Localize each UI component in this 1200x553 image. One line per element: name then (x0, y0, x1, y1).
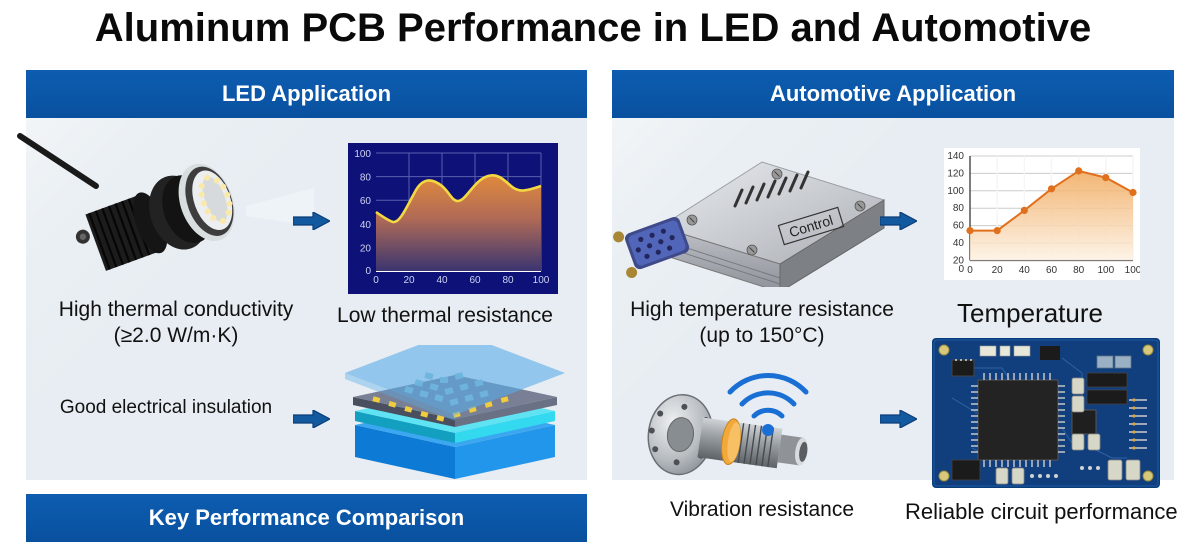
svg-text:100: 100 (1125, 265, 1140, 276)
svg-text:120: 120 (947, 168, 964, 179)
svg-text:40: 40 (1019, 265, 1031, 276)
svg-text:40: 40 (360, 220, 372, 231)
svg-text:100: 100 (533, 275, 550, 286)
svg-text:100: 100 (354, 149, 371, 160)
svg-text:60: 60 (469, 275, 481, 286)
svg-text:0: 0 (365, 266, 371, 277)
svg-text:80: 80 (953, 203, 965, 214)
svg-text:20: 20 (360, 243, 372, 254)
svg-text:0: 0 (967, 265, 973, 276)
svg-text:100: 100 (947, 186, 964, 197)
svg-text:20: 20 (403, 275, 415, 286)
svg-text:20: 20 (992, 265, 1004, 276)
svg-text:40: 40 (436, 275, 448, 286)
svg-text:60: 60 (1046, 265, 1058, 276)
svg-text:60: 60 (360, 196, 372, 207)
svg-text:80: 80 (1073, 265, 1085, 276)
svg-text:0: 0 (958, 264, 964, 275)
svg-text:40: 40 (953, 238, 965, 249)
svg-text:80: 80 (360, 173, 372, 184)
svg-text:100: 100 (1097, 265, 1114, 276)
svg-text:140: 140 (947, 151, 964, 162)
svg-text:0: 0 (373, 275, 379, 286)
svg-text:80: 80 (502, 275, 514, 286)
svg-text:60: 60 (953, 221, 965, 232)
